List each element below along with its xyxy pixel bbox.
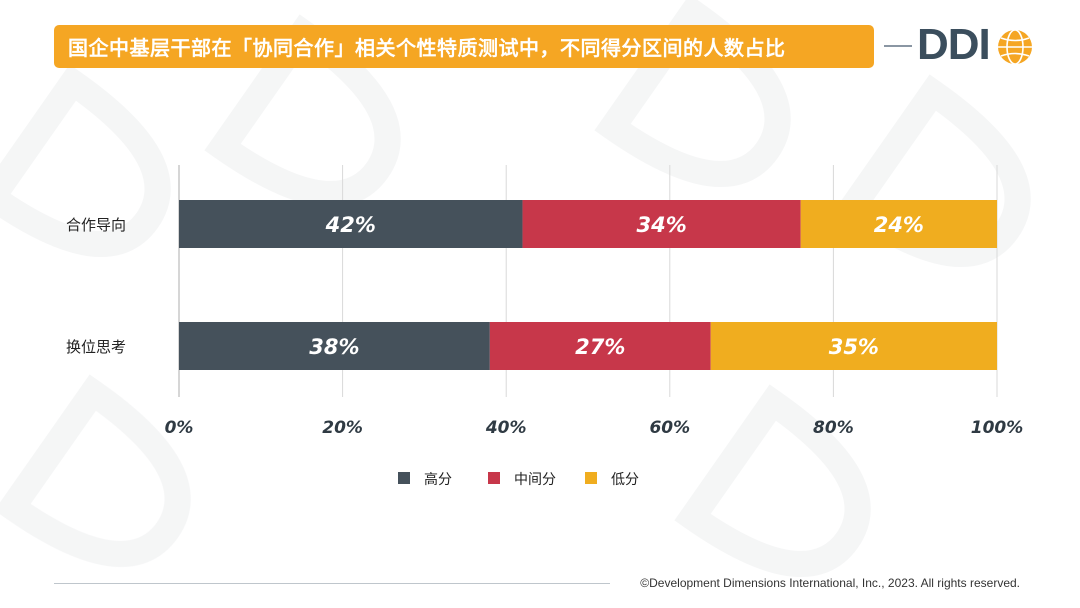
x-tick-label: 60% <box>649 418 690 438</box>
footer-divider <box>54 583 610 584</box>
bar-segment <box>710 322 997 370</box>
copyright-notice: ©Development Dimensions International, I… <box>640 576 1020 590</box>
ddi-logo: DDI <box>917 20 991 69</box>
bar-segment <box>522 200 801 248</box>
legend-swatch <box>585 472 597 484</box>
globe-icon <box>998 29 1032 65</box>
chart-title: 国企中基层干部在「协同合作」相关个性特质测试中，不同得分区间的人数占比 <box>68 36 786 60</box>
x-tick-label: 80% <box>813 418 854 438</box>
logo-divider <box>884 45 912 47</box>
data-label: 24% <box>874 213 924 237</box>
bar-segment <box>800 200 997 248</box>
x-tick-label: 40% <box>485 418 527 438</box>
category-label: 合作导向 <box>66 216 126 234</box>
data-label: 38% <box>309 335 359 359</box>
legend-label: 中间分 <box>514 472 556 488</box>
bar-segment <box>489 322 711 370</box>
data-label: 34% <box>636 213 686 237</box>
legend-label: 低分 <box>611 472 639 488</box>
bar-segment <box>179 322 490 370</box>
legend-label: 高分 <box>424 471 452 488</box>
x-tick-label: 20% <box>322 418 363 438</box>
category-label: 换位思考 <box>66 338 126 356</box>
legend-swatch <box>398 472 410 484</box>
title-banner: 国企中基层干部在「协同合作」相关个性特质测试中，不同得分区间的人数占比 <box>54 25 874 68</box>
bar-segment <box>179 200 523 248</box>
data-label: 27% <box>575 335 625 359</box>
legend-swatch <box>488 472 500 484</box>
data-label: 35% <box>829 335 879 359</box>
x-tick-label: 100% <box>971 418 1024 438</box>
x-tick-label: 0% <box>165 418 194 438</box>
data-label: 42% <box>325 213 376 237</box>
